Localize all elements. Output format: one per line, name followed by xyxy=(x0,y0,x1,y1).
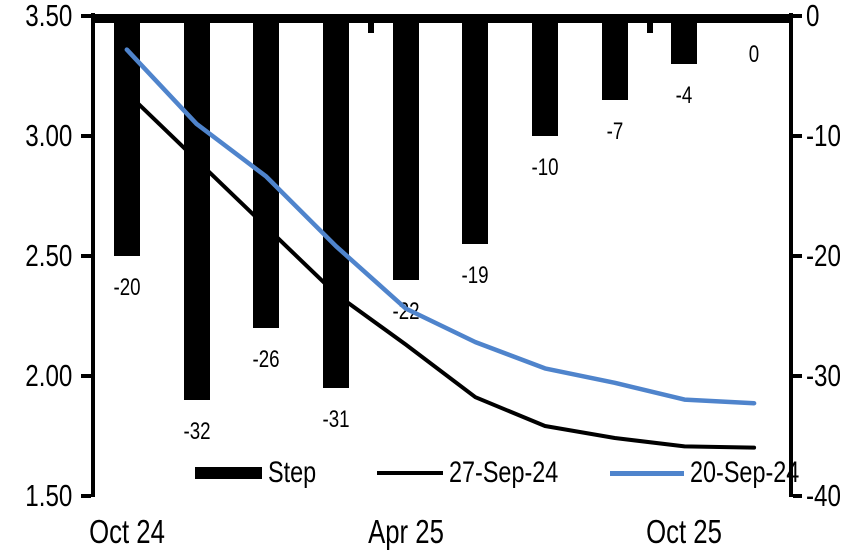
bar-step xyxy=(462,16,489,244)
x-axis-label: Apr 25 xyxy=(367,513,444,550)
right-axis-label: -10 xyxy=(806,117,841,153)
right-axis-tick xyxy=(793,133,802,138)
left-axis-label: 2.00 xyxy=(24,357,72,393)
legend-bar-swatch xyxy=(195,467,262,479)
left-axis-label: 2.50 xyxy=(24,237,72,273)
left-axis-tick xyxy=(81,373,91,378)
right-axis-label: -30 xyxy=(806,357,841,393)
legend-line-swatch-black xyxy=(377,471,443,475)
top-axis-tick xyxy=(367,14,374,33)
bar-step xyxy=(671,16,698,64)
right-axis-label: -40 xyxy=(806,477,841,513)
bar-value-label: 0 xyxy=(748,41,760,68)
legend-label-20-sep-24: 20-Sep-24 xyxy=(690,456,800,489)
bar-step xyxy=(532,16,559,136)
right-axis-tick xyxy=(793,493,802,498)
top-axis-tick xyxy=(646,14,653,33)
left-axis-tick xyxy=(81,133,91,138)
legend-label-step: Step xyxy=(268,456,317,489)
left-axis-label: 3.50 xyxy=(24,0,72,33)
right-axis-tick xyxy=(793,373,802,378)
bar-value-label: -31 xyxy=(322,405,350,433)
right-axis-label: -20 xyxy=(806,237,841,273)
x-axis-label: Oct 25 xyxy=(646,513,723,550)
line-27-sep-24 xyxy=(124,90,757,450)
bar-value-label: -20 xyxy=(113,273,141,301)
left-axis-tick xyxy=(81,493,91,498)
bar-step xyxy=(601,16,628,100)
bar-value-label: -10 xyxy=(531,153,559,181)
right-axis-label: 0 xyxy=(806,0,820,33)
legend-label-27-sep-24: 27-Sep-24 xyxy=(449,456,559,489)
left-axis-tick xyxy=(81,14,91,18)
left-axis-line xyxy=(91,13,95,497)
top-category-axis-line xyxy=(91,14,793,23)
bar-step xyxy=(183,16,210,400)
legend-line-swatch-blue xyxy=(610,470,684,476)
left-axis-tick xyxy=(81,253,91,258)
bar-value-label: -26 xyxy=(252,345,280,373)
legend-item-step: Step xyxy=(195,457,330,489)
bar-step xyxy=(322,16,349,388)
right-axis-tick xyxy=(793,14,802,18)
legend-item-27-sep-24: 27-Sep-24 xyxy=(377,457,589,489)
bar-value-label: -4 xyxy=(676,81,693,109)
legend-item-20-sep-24: 20-Sep-24 xyxy=(610,457,830,489)
right-axis-tick xyxy=(793,253,802,258)
line-20-sep-24 xyxy=(124,47,757,406)
left-axis-label: 1.50 xyxy=(24,477,72,513)
bar-value-label: -19 xyxy=(461,261,489,289)
left-axis-label: 3.00 xyxy=(24,117,72,153)
x-axis-label: Oct 24 xyxy=(88,513,165,550)
bar-step xyxy=(392,16,419,280)
right-axis-line xyxy=(789,13,793,497)
bar-step xyxy=(741,16,768,23)
bar-value-label: -32 xyxy=(183,417,211,445)
bar-value-label: -7 xyxy=(606,117,624,145)
